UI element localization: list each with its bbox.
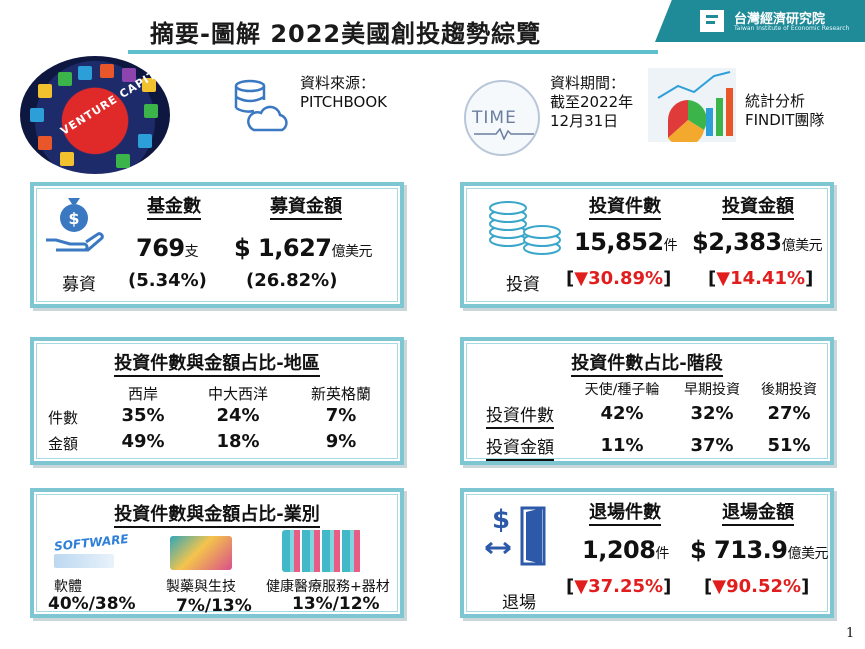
- svg-text:$: $: [492, 505, 510, 535]
- chart-analysis-icon: [648, 68, 736, 142]
- fund-count-header: 基金數: [147, 196, 201, 220]
- stage-col-early: 早期投資: [684, 382, 740, 398]
- exit-count-value: 1,208: [582, 536, 656, 564]
- fund-amount-pct: (26.82%): [246, 270, 338, 291]
- fund-count-pct: (5.34%): [128, 270, 207, 291]
- invest-count-pct: ▼30.89%: [574, 268, 664, 289]
- database-cloud-icon: [234, 79, 288, 132]
- fund-amount-unit: 億美元: [331, 244, 372, 260]
- coin-stacks-icon: [489, 201, 561, 255]
- source-value: PITCHBOOK: [300, 93, 387, 111]
- region-title: 投資件數與金額占比-地區: [114, 353, 320, 377]
- stage-title: 投資件數占比-階段: [571, 353, 723, 377]
- industry-value-software: 40%/38%: [48, 594, 136, 614]
- industry-label-healthcare: 健康醫療服務+器材: [266, 579, 390, 595]
- exit-door-icon: $: [485, 505, 546, 566]
- region-cell: 18%: [216, 431, 260, 452]
- exit-amount-unit: 億美元: [787, 546, 828, 562]
- fund-amount-header: 募資金額: [270, 196, 342, 220]
- stage-col-seed: 天使/種子輪: [584, 382, 660, 398]
- analysis-line1: 統計分析: [745, 92, 806, 110]
- healthcare-image: [282, 530, 362, 572]
- industry-label-software: 軟體: [54, 579, 82, 595]
- invest-count-unit: 件: [663, 238, 678, 254]
- pharma-biotech-image: [170, 536, 232, 570]
- period-line2: 截至2022年: [550, 93, 634, 111]
- fund-count-unit: 支: [184, 244, 199, 260]
- stage-row-label: 投資金額: [486, 438, 554, 461]
- venture-capital-image: [20, 56, 170, 174]
- source-label: 資料來源：: [300, 74, 376, 92]
- exit-amount-header: 退場金額: [722, 502, 794, 526]
- exit-panel: $ 退場 退場件數 1,208件 [▼37.25%] 退場金額 $ 713.9億…: [460, 488, 834, 618]
- money-bag-hand-icon: $: [46, 198, 104, 252]
- stage-cell: 32%: [690, 403, 734, 424]
- title-underline: [128, 50, 658, 54]
- invest-count-value: 15,852: [574, 228, 664, 256]
- fundraising-panel: $ 募資 基金數 769支 (5.34%) 募資金額 $ 1,627億美元 (2…: [30, 182, 404, 308]
- stage-row-label: 投資件數: [486, 406, 554, 429]
- region-cell: 9%: [325, 431, 357, 452]
- stage-cell: 51%: [767, 435, 811, 456]
- stage-cell: 27%: [767, 403, 811, 424]
- region-cell: 49%: [121, 431, 165, 452]
- software-logo: SOFTWARE: [53, 531, 130, 554]
- period-label: 資料期間：: [550, 74, 626, 92]
- region-row-label: 金額: [48, 435, 79, 453]
- region-row-label: 件數: [48, 409, 79, 427]
- industry-label-pharma: 製藥與生技: [166, 579, 236, 595]
- region-col-west: 西岸: [127, 385, 158, 403]
- stage-cell: 11%: [600, 435, 644, 456]
- industry-title: 投資件數與金額占比-業別: [114, 504, 320, 528]
- invest-amount-header: 投資金額: [722, 196, 794, 220]
- fundraising-label: 募資: [62, 275, 96, 295]
- industry-value-healthcare: 13%/12%: [292, 594, 380, 614]
- svg-text:$: $: [68, 209, 79, 228]
- region-cell: 24%: [216, 405, 260, 426]
- fund-count-value: 769: [136, 234, 185, 262]
- exit-label: 退場: [502, 593, 536, 613]
- invest-count-header: 投資件數: [589, 196, 661, 220]
- stage-panel: 投資件數占比-階段 天使/種子輪 早期投資 後期投資 投資件數 42% 32% …: [460, 337, 834, 465]
- stage-cell: 42%: [600, 403, 644, 424]
- invest-amount-unit: 億美元: [781, 238, 823, 254]
- region-col-midatlantic: 中大西洋: [207, 385, 268, 403]
- stage-cell: 37%: [690, 435, 734, 456]
- tier-logo-icon: [700, 10, 724, 32]
- region-col-newengland: 新英格蘭: [310, 385, 371, 403]
- exit-count-pct: ▼37.25%: [574, 576, 664, 597]
- investment-label: 投資: [506, 275, 540, 295]
- period-line3: 12月31日: [550, 112, 619, 130]
- invest-amount-pct: ▼14.41%: [716, 268, 806, 289]
- fund-amount-value: $ 1,627: [234, 234, 332, 262]
- exit-count-unit: 件: [655, 546, 669, 562]
- page-number: 1: [846, 626, 855, 641]
- analysis-line2: FINDIT團隊: [745, 111, 825, 129]
- region-panel: 投資件數與金額占比-地區 西岸 中大西洋 新英格蘭 件數 35% 24% 7% …: [30, 337, 404, 465]
- region-cell: 35%: [121, 405, 165, 426]
- region-cell: 7%: [325, 405, 357, 426]
- industry-panel: 投資件數與金額占比-業別 SOFTWARE 軟體 40%/38% 製藥與生技 7…: [30, 488, 404, 618]
- industry-value-pharma: 7%/13%: [176, 596, 252, 616]
- software-image: SOFTWARE: [53, 531, 130, 572]
- investment-panel: 投資 投資件數 15,852件 [▼30.89%] 投資金額 $2,383億美元…: [460, 182, 834, 308]
- brand-name: 台灣經濟研究院: [734, 12, 826, 27]
- page-title: 摘要-圖解 2022美國創投趨勢綜覽: [150, 20, 542, 48]
- stage-col-late: 後期投資: [761, 382, 817, 398]
- time-logo-icon: TIME: [464, 80, 540, 156]
- brand-band: [655, 0, 865, 42]
- invest-amount-value: $2,383: [692, 228, 782, 256]
- exit-amount-value: $ 713.9: [690, 536, 788, 564]
- brand-subtitle: Taiwan Institute of Economic Research: [734, 25, 850, 32]
- exit-count-header: 退場件數: [589, 502, 661, 526]
- exit-amount-pct: ▼90.52%: [712, 576, 802, 597]
